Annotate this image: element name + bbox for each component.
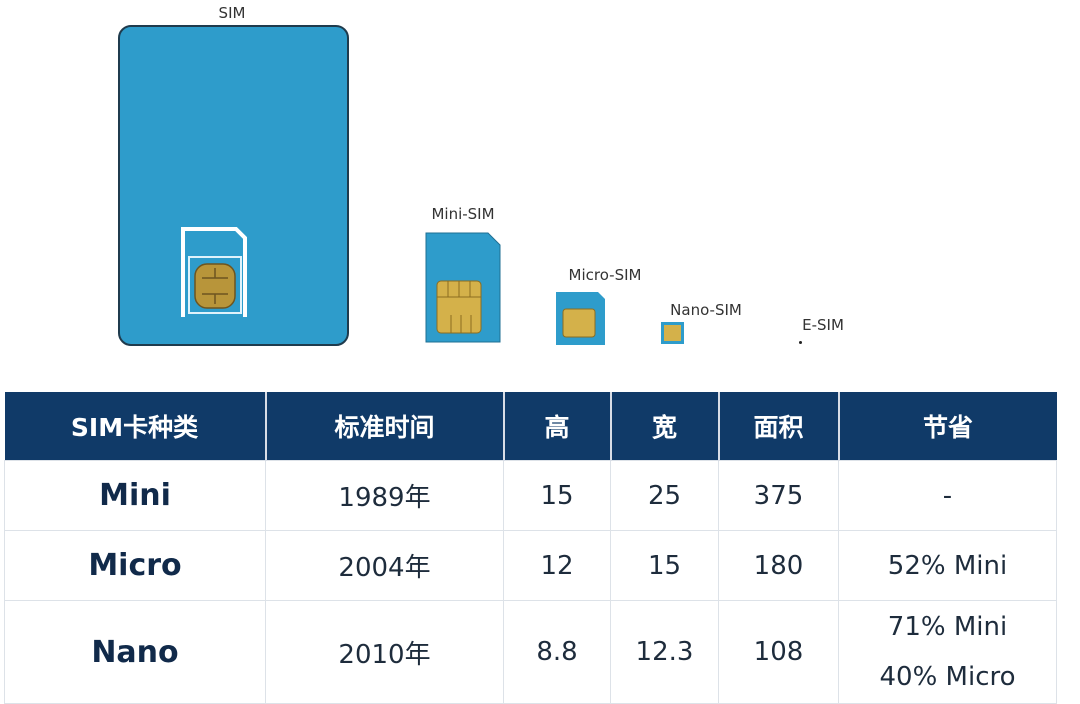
cell-width: 12.3 bbox=[610, 600, 719, 704]
header-standard-time: 标准时间 bbox=[264, 392, 504, 461]
header-sim-type: SIM卡种类 bbox=[4, 392, 266, 461]
cell-height: 15 bbox=[503, 460, 611, 531]
table-row: Nano 2010年 8.8 12.3 108 71% Mini 40% Mic… bbox=[4, 600, 1057, 704]
sim-comparison-table: SIM卡种类 标准时间 高 宽 面积 节省 Mini 1989年 15 25 3… bbox=[4, 392, 1057, 704]
chip-icon bbox=[194, 263, 236, 309]
header-saving: 节省 bbox=[837, 392, 1057, 461]
cell-saving: - bbox=[838, 460, 1057, 531]
e-sim-dot bbox=[799, 341, 802, 344]
saving-line: 71% Mini bbox=[887, 612, 1008, 642]
table-row: Micro 2004年 12 15 180 52% Mini bbox=[4, 530, 1057, 601]
cell-year: 2010年 bbox=[265, 600, 504, 704]
cell-area: 180 bbox=[718, 530, 839, 601]
cell-type: Nano bbox=[4, 600, 266, 704]
e-sim-label: E-SIM bbox=[802, 316, 844, 334]
nano-sim-card bbox=[661, 322, 684, 344]
mini-sim-card bbox=[425, 232, 501, 343]
cell-width: 15 bbox=[610, 530, 719, 601]
sim-label: SIM bbox=[218, 4, 246, 22]
cell-area: 375 bbox=[718, 460, 839, 531]
cell-height: 8.8 bbox=[503, 600, 611, 704]
cell-saving: 71% Mini 40% Micro bbox=[838, 600, 1057, 704]
micro-sim-label: Micro-SIM bbox=[568, 266, 642, 284]
cell-width: 25 bbox=[610, 460, 719, 531]
mini-sim-label: Mini-SIM bbox=[431, 205, 495, 223]
cell-year: 2004年 bbox=[265, 530, 504, 601]
saving-line: 40% Micro bbox=[879, 662, 1016, 692]
table-row: Mini 1989年 15 25 375 - bbox=[4, 460, 1057, 531]
cell-saving: 52% Mini bbox=[838, 530, 1057, 601]
header-height: 高 bbox=[502, 392, 611, 461]
cell-type: Micro bbox=[4, 530, 266, 601]
nano-sim-label: Nano-SIM bbox=[670, 301, 742, 319]
micro-sim-card bbox=[556, 292, 605, 345]
header-width: 宽 bbox=[609, 392, 719, 461]
header-area: 面积 bbox=[717, 392, 839, 461]
saving-line: 52% Mini bbox=[887, 550, 1008, 581]
cell-height: 12 bbox=[503, 530, 611, 601]
cell-area: 108 bbox=[718, 600, 839, 704]
table-header-row: SIM卡种类 标准时间 高 宽 面积 节省 bbox=[4, 392, 1057, 461]
full-size-sim-card bbox=[118, 25, 349, 346]
cell-year: 1989年 bbox=[265, 460, 504, 531]
cell-type: Mini bbox=[4, 460, 266, 531]
saving-line: - bbox=[942, 480, 953, 511]
